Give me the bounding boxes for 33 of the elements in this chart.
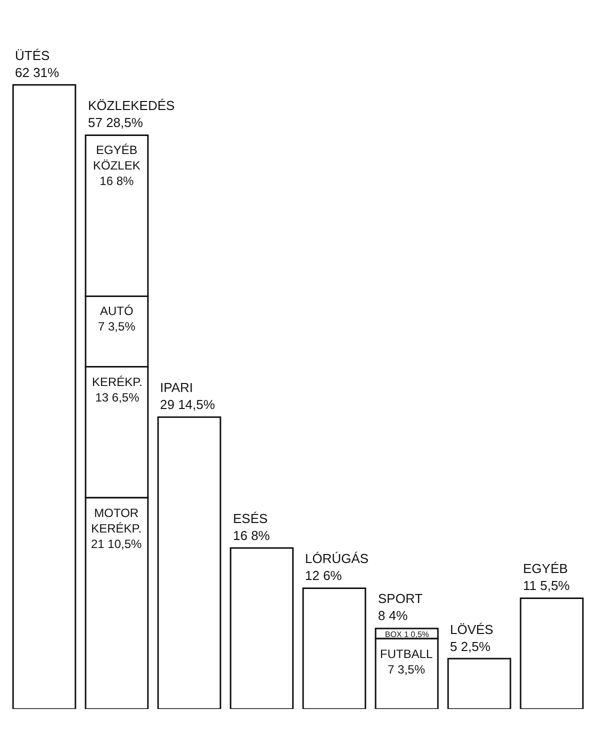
total-label: 12 6% (305, 568, 342, 583)
bar (157, 416, 222, 709)
data-label: 13 6,5% (95, 390, 140, 405)
bar (302, 587, 366, 709)
text: BOX 1 0,5% (385, 630, 430, 639)
x-tick-label: IPARI (160, 380, 193, 395)
series-label: MOTOR KERÉKP. (91, 506, 142, 536)
data-label: 7 3,5% (388, 662, 426, 677)
total-label: 11 5,5% (523, 578, 570, 593)
x-tick-label: ESÉS (233, 511, 268, 526)
series-label: AUTÓ (100, 304, 134, 318)
bar (447, 658, 512, 709)
x-tick-label: LÖVÉS (450, 622, 494, 637)
series-label: KERÉKP. (92, 375, 142, 389)
total-label: 29 14,5% (160, 396, 216, 412)
x-tick-label: LÓRÚGÁS (305, 551, 369, 566)
x-tick-label: KÖZLEKEDÉS (88, 98, 176, 113)
bar (230, 547, 294, 709)
bar (12, 84, 76, 709)
total-label: 62 31% (15, 64, 60, 80)
bar (520, 598, 584, 709)
x-tick-label: SPORT (378, 591, 423, 606)
total-label: 16 8% (233, 528, 270, 543)
series-label: FUTBALL (380, 647, 434, 661)
total-label: 5 2,5% (450, 638, 491, 654)
data-label: 21 10,5% (91, 537, 142, 552)
total-label: 8 4% (378, 608, 408, 623)
data-label: 16 8% (100, 174, 134, 188)
total-label: 57 28,5% (88, 114, 144, 130)
x-tick-label: ÜTÉS (15, 48, 50, 63)
series-label: EGYÉB KÖZLEK (93, 143, 140, 173)
x-tick-label: EGYÉB (523, 561, 568, 576)
data-label: 7 3,5% (98, 320, 136, 334)
